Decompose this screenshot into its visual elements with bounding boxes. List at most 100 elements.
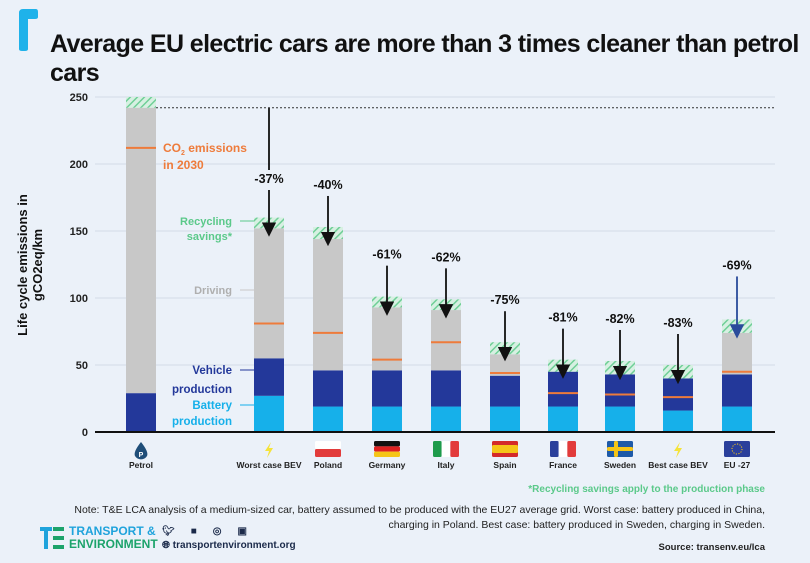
driving-segment <box>372 307 402 371</box>
twitter-icon[interactable]: 🐦︎ <box>162 526 175 537</box>
y-tick-label: 200 <box>70 159 88 171</box>
reduction-label: -75% <box>490 293 519 307</box>
y-tick-label: 0 <box>82 427 88 439</box>
recycling-segment <box>126 97 156 108</box>
y-tick-label: 150 <box>70 226 88 238</box>
category-label: EU -27 <box>724 460 751 470</box>
flag-part <box>374 441 400 447</box>
facebook-icon[interactable]: ■ <box>190 526 197 537</box>
website-link[interactable]: 🌐︎ transportenvironment.org <box>162 540 296 551</box>
source-credit: Source: transenv.eu/lca <box>658 542 765 553</box>
co2-2030-annotation: CO2 emissions <box>163 141 247 157</box>
category-label: Germany <box>369 460 406 470</box>
reduction-label: -83% <box>663 316 692 330</box>
battery-segment <box>372 406 402 432</box>
battery-annotation-line2: production <box>172 416 232 428</box>
note-line-2: charging in Poland. Best case: battery p… <box>388 519 766 531</box>
italy-flag-icon <box>433 441 459 457</box>
flag-part <box>315 441 341 449</box>
flag-part <box>450 441 459 457</box>
category-label: Sweden <box>604 460 636 470</box>
sweden-flag-icon <box>607 441 633 457</box>
drop-letter: P <box>139 452 144 459</box>
driving-segment <box>313 239 343 371</box>
flag-part <box>374 446 400 452</box>
vehicle-segment <box>126 393 156 432</box>
recycling-annotation: Recycling <box>180 216 232 228</box>
battery-segment <box>254 395 284 432</box>
vehicle-segment <box>431 370 461 407</box>
vehicle-segment <box>548 371 578 407</box>
flag-part <box>433 441 442 457</box>
vehicle-segment <box>313 370 343 407</box>
battery-segment <box>313 406 343 432</box>
vehicle-segment <box>605 374 635 407</box>
te-logo-icon <box>40 527 64 549</box>
flag-part <box>607 447 633 451</box>
driving-segment <box>126 107 156 394</box>
reduction-label: -82% <box>605 312 634 326</box>
recycling-annotation-line2: savings* <box>187 231 233 243</box>
poland-flag-icon <box>315 441 341 457</box>
battery-segment <box>431 406 461 432</box>
driving-segment <box>490 354 520 376</box>
germany-flag-icon <box>374 441 400 457</box>
flag-part <box>441 441 451 457</box>
methodology-note: Note: T&E LCA analysis of a medium-sized… <box>53 503 765 533</box>
flag-part <box>492 445 518 453</box>
category-label: Spain <box>493 460 516 470</box>
co2-2030-annotation-line2: in 2030 <box>163 158 204 172</box>
reduction-label: -37% <box>254 172 283 186</box>
logo-line-1: TRANSPORT & <box>69 524 156 538</box>
category-label: France <box>549 460 577 470</box>
vehicle-segment <box>254 358 284 396</box>
lightning-icon <box>674 442 682 458</box>
vehicle-annotation: Vehicle <box>192 365 232 377</box>
website-text: transportenvironment.org <box>172 540 296 551</box>
driving-segment <box>254 228 284 359</box>
lightning-icon <box>265 442 273 458</box>
page-title: Average EU electric cars are more than 3… <box>50 30 799 87</box>
category-label: Poland <box>314 460 342 470</box>
y-tick-label: 50 <box>76 360 88 372</box>
vehicle-segment <box>372 370 402 407</box>
flag-part <box>558 441 568 457</box>
eu-stars <box>731 443 743 455</box>
social-links: 🐦︎ ■ ◎ ▣ <box>162 526 247 537</box>
recycling-footnote: *Recycling savings apply to the producti… <box>528 484 765 495</box>
battery-segment <box>490 406 520 432</box>
flag-part <box>567 441 576 457</box>
battery-segment <box>548 406 578 432</box>
reduction-label: -40% <box>313 178 342 192</box>
bolt-shape <box>265 442 273 458</box>
spain-flag-icon <box>492 441 518 457</box>
vehicle-segment <box>490 375 520 407</box>
category-label: Italy <box>437 460 454 470</box>
logo-line-2: ENVIRONMENT <box>69 537 158 551</box>
driving-segment <box>431 310 461 371</box>
globe-icon: 🌐︎ <box>162 540 173 551</box>
category-label: Petrol <box>129 460 153 470</box>
driving-segment <box>722 332 752 375</box>
drop-shape <box>134 442 148 460</box>
flag-part <box>550 441 559 457</box>
battery-segment <box>605 406 635 432</box>
reduction-label: -81% <box>548 311 577 325</box>
te-logo[interactable]: TRANSPORT & ENVIRONMENT <box>40 525 158 551</box>
note-line-1: Note: T&E LCA analysis of a medium-sized… <box>74 504 765 516</box>
reduction-label: -62% <box>431 250 460 264</box>
instagram-icon[interactable]: ◎ <box>212 526 222 537</box>
flag-part <box>374 451 400 457</box>
y-axis-label: Life cycle emissions in gCO2eq/km <box>15 194 45 336</box>
category-label: Worst case BEV <box>236 460 301 470</box>
y-tick-label: 100 <box>70 293 88 305</box>
driving-annotation: Driving <box>194 285 232 297</box>
vehicle-annotation-line2: production <box>172 384 232 396</box>
linkedin-icon[interactable]: ▣ <box>237 526 247 537</box>
reduction-label: -69% <box>722 258 751 272</box>
eu-flag-icon <box>724 441 750 457</box>
corner-accent <box>19 9 38 51</box>
y-tick-label: 250 <box>70 92 88 104</box>
battery-segment <box>663 410 693 432</box>
